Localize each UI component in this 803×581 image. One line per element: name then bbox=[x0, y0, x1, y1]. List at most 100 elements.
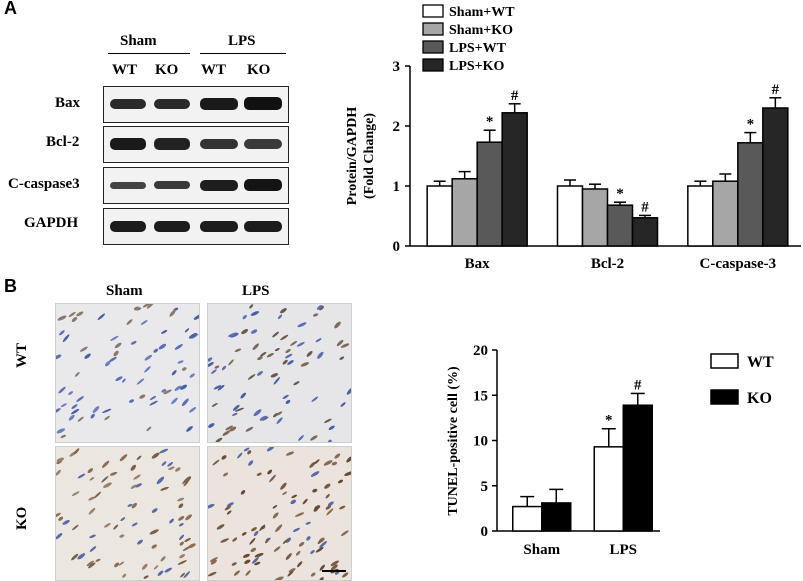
y-tick-label: 1 bbox=[393, 179, 401, 195]
blot-band bbox=[154, 221, 190, 232]
x-tick-label: Sham bbox=[523, 542, 560, 558]
nucleus bbox=[226, 510, 232, 515]
nucleus bbox=[77, 553, 86, 560]
nucleus bbox=[161, 329, 168, 334]
nucleus bbox=[285, 399, 291, 404]
x-tick-label: Bcl-2 bbox=[591, 256, 624, 272]
nucleus bbox=[178, 515, 185, 521]
nucleus bbox=[245, 426, 254, 432]
nucleus bbox=[242, 553, 250, 558]
nucleus bbox=[90, 413, 95, 419]
ihc-row-label-wt: WT bbox=[14, 342, 30, 368]
nucleus bbox=[59, 330, 65, 336]
nucleus bbox=[340, 530, 349, 537]
nucleus bbox=[237, 452, 243, 459]
nucleus bbox=[171, 397, 178, 405]
bar bbox=[501, 112, 528, 247]
bar bbox=[631, 217, 659, 247]
significance-mark: # bbox=[511, 88, 519, 104]
nucleus bbox=[56, 457, 65, 462]
nucleus bbox=[114, 342, 122, 349]
nucleus bbox=[294, 512, 305, 517]
blot-row-label-ccaspase3: C-caspase3 bbox=[8, 176, 80, 192]
nucleus bbox=[169, 518, 174, 524]
nucleus bbox=[105, 360, 111, 367]
ihc-image-wt-sham bbox=[55, 303, 200, 443]
legend-swatch bbox=[422, 22, 444, 36]
nucleus bbox=[177, 360, 184, 364]
nucleus bbox=[161, 461, 167, 466]
nucleus bbox=[77, 473, 86, 479]
blot-group-sham-line bbox=[108, 53, 190, 54]
nucleus bbox=[313, 506, 319, 512]
nucleus bbox=[297, 322, 307, 328]
y-tick-label: 15 bbox=[473, 388, 488, 404]
nucleus bbox=[185, 514, 192, 521]
nucleus bbox=[282, 359, 288, 365]
nucleus bbox=[318, 305, 324, 311]
significance-mark: * bbox=[747, 117, 755, 133]
nucleus bbox=[245, 570, 251, 576]
nucleus bbox=[344, 471, 351, 476]
nucleus bbox=[130, 484, 137, 489]
nucleus bbox=[68, 391, 74, 396]
nucleus bbox=[144, 366, 151, 373]
nucleus bbox=[310, 550, 315, 554]
blot-band bbox=[154, 181, 190, 189]
legend-label: LPS+WT bbox=[449, 41, 507, 56]
nucleus bbox=[290, 340, 298, 346]
nucleus bbox=[161, 388, 167, 393]
legend-label: LPS+KO bbox=[449, 59, 505, 74]
nucleus bbox=[57, 315, 67, 321]
nucleus bbox=[179, 554, 186, 559]
nucleus bbox=[248, 460, 254, 466]
nucleus bbox=[243, 447, 250, 452]
nucleus bbox=[158, 343, 167, 350]
nucleus bbox=[323, 460, 333, 466]
nucleus bbox=[340, 343, 350, 348]
bar bbox=[737, 142, 764, 247]
nucleus bbox=[280, 308, 287, 314]
nucleus bbox=[252, 343, 259, 350]
nucleus bbox=[130, 464, 136, 471]
nucleus bbox=[74, 448, 80, 455]
nucleus bbox=[292, 527, 300, 533]
nucleus bbox=[156, 476, 165, 485]
protein-bar-chart: 0 1 2 3 Protein/GAPDH (Fold Change) * # Bax * # Bcl… bbox=[345, 4, 801, 272]
nucleus bbox=[280, 334, 289, 341]
nucleus bbox=[168, 466, 175, 471]
nucleus bbox=[280, 482, 287, 490]
nucleus bbox=[313, 313, 319, 317]
blot-strip-bcl2 bbox=[103, 126, 289, 163]
nucleus bbox=[119, 454, 128, 462]
nucleus bbox=[71, 553, 79, 561]
nucleus bbox=[270, 373, 279, 378]
nucleus bbox=[62, 520, 70, 525]
y-axis-label-line: Protein/GAPDH bbox=[345, 107, 360, 206]
bar bbox=[712, 180, 739, 247]
nucleus bbox=[177, 497, 185, 502]
nucleus bbox=[346, 456, 351, 463]
nucleus bbox=[142, 304, 152, 308]
nucleus bbox=[179, 534, 185, 540]
blot-row-label-bcl2: Bcl-2 bbox=[46, 134, 80, 150]
nucleus bbox=[233, 570, 240, 576]
nucleus bbox=[209, 557, 218, 562]
nucleus bbox=[167, 462, 174, 467]
y-tick-label: 10 bbox=[473, 434, 488, 450]
nucleus bbox=[250, 547, 257, 553]
ihc-row-label-ko: KO bbox=[14, 506, 30, 530]
significance-mark: # bbox=[772, 82, 780, 98]
nucleus bbox=[241, 329, 249, 335]
blot-row-label-bax: Bax bbox=[55, 95, 81, 111]
nucleus bbox=[327, 439, 332, 442]
nucleus bbox=[272, 412, 279, 418]
nucleus bbox=[88, 562, 96, 569]
nucleus bbox=[89, 534, 96, 539]
nucleus bbox=[325, 505, 332, 510]
nucleus bbox=[104, 522, 111, 528]
nucleus bbox=[319, 577, 324, 580]
blot-lane-label: WT bbox=[112, 62, 138, 78]
nucleus bbox=[257, 356, 263, 361]
nucleus bbox=[325, 493, 330, 499]
